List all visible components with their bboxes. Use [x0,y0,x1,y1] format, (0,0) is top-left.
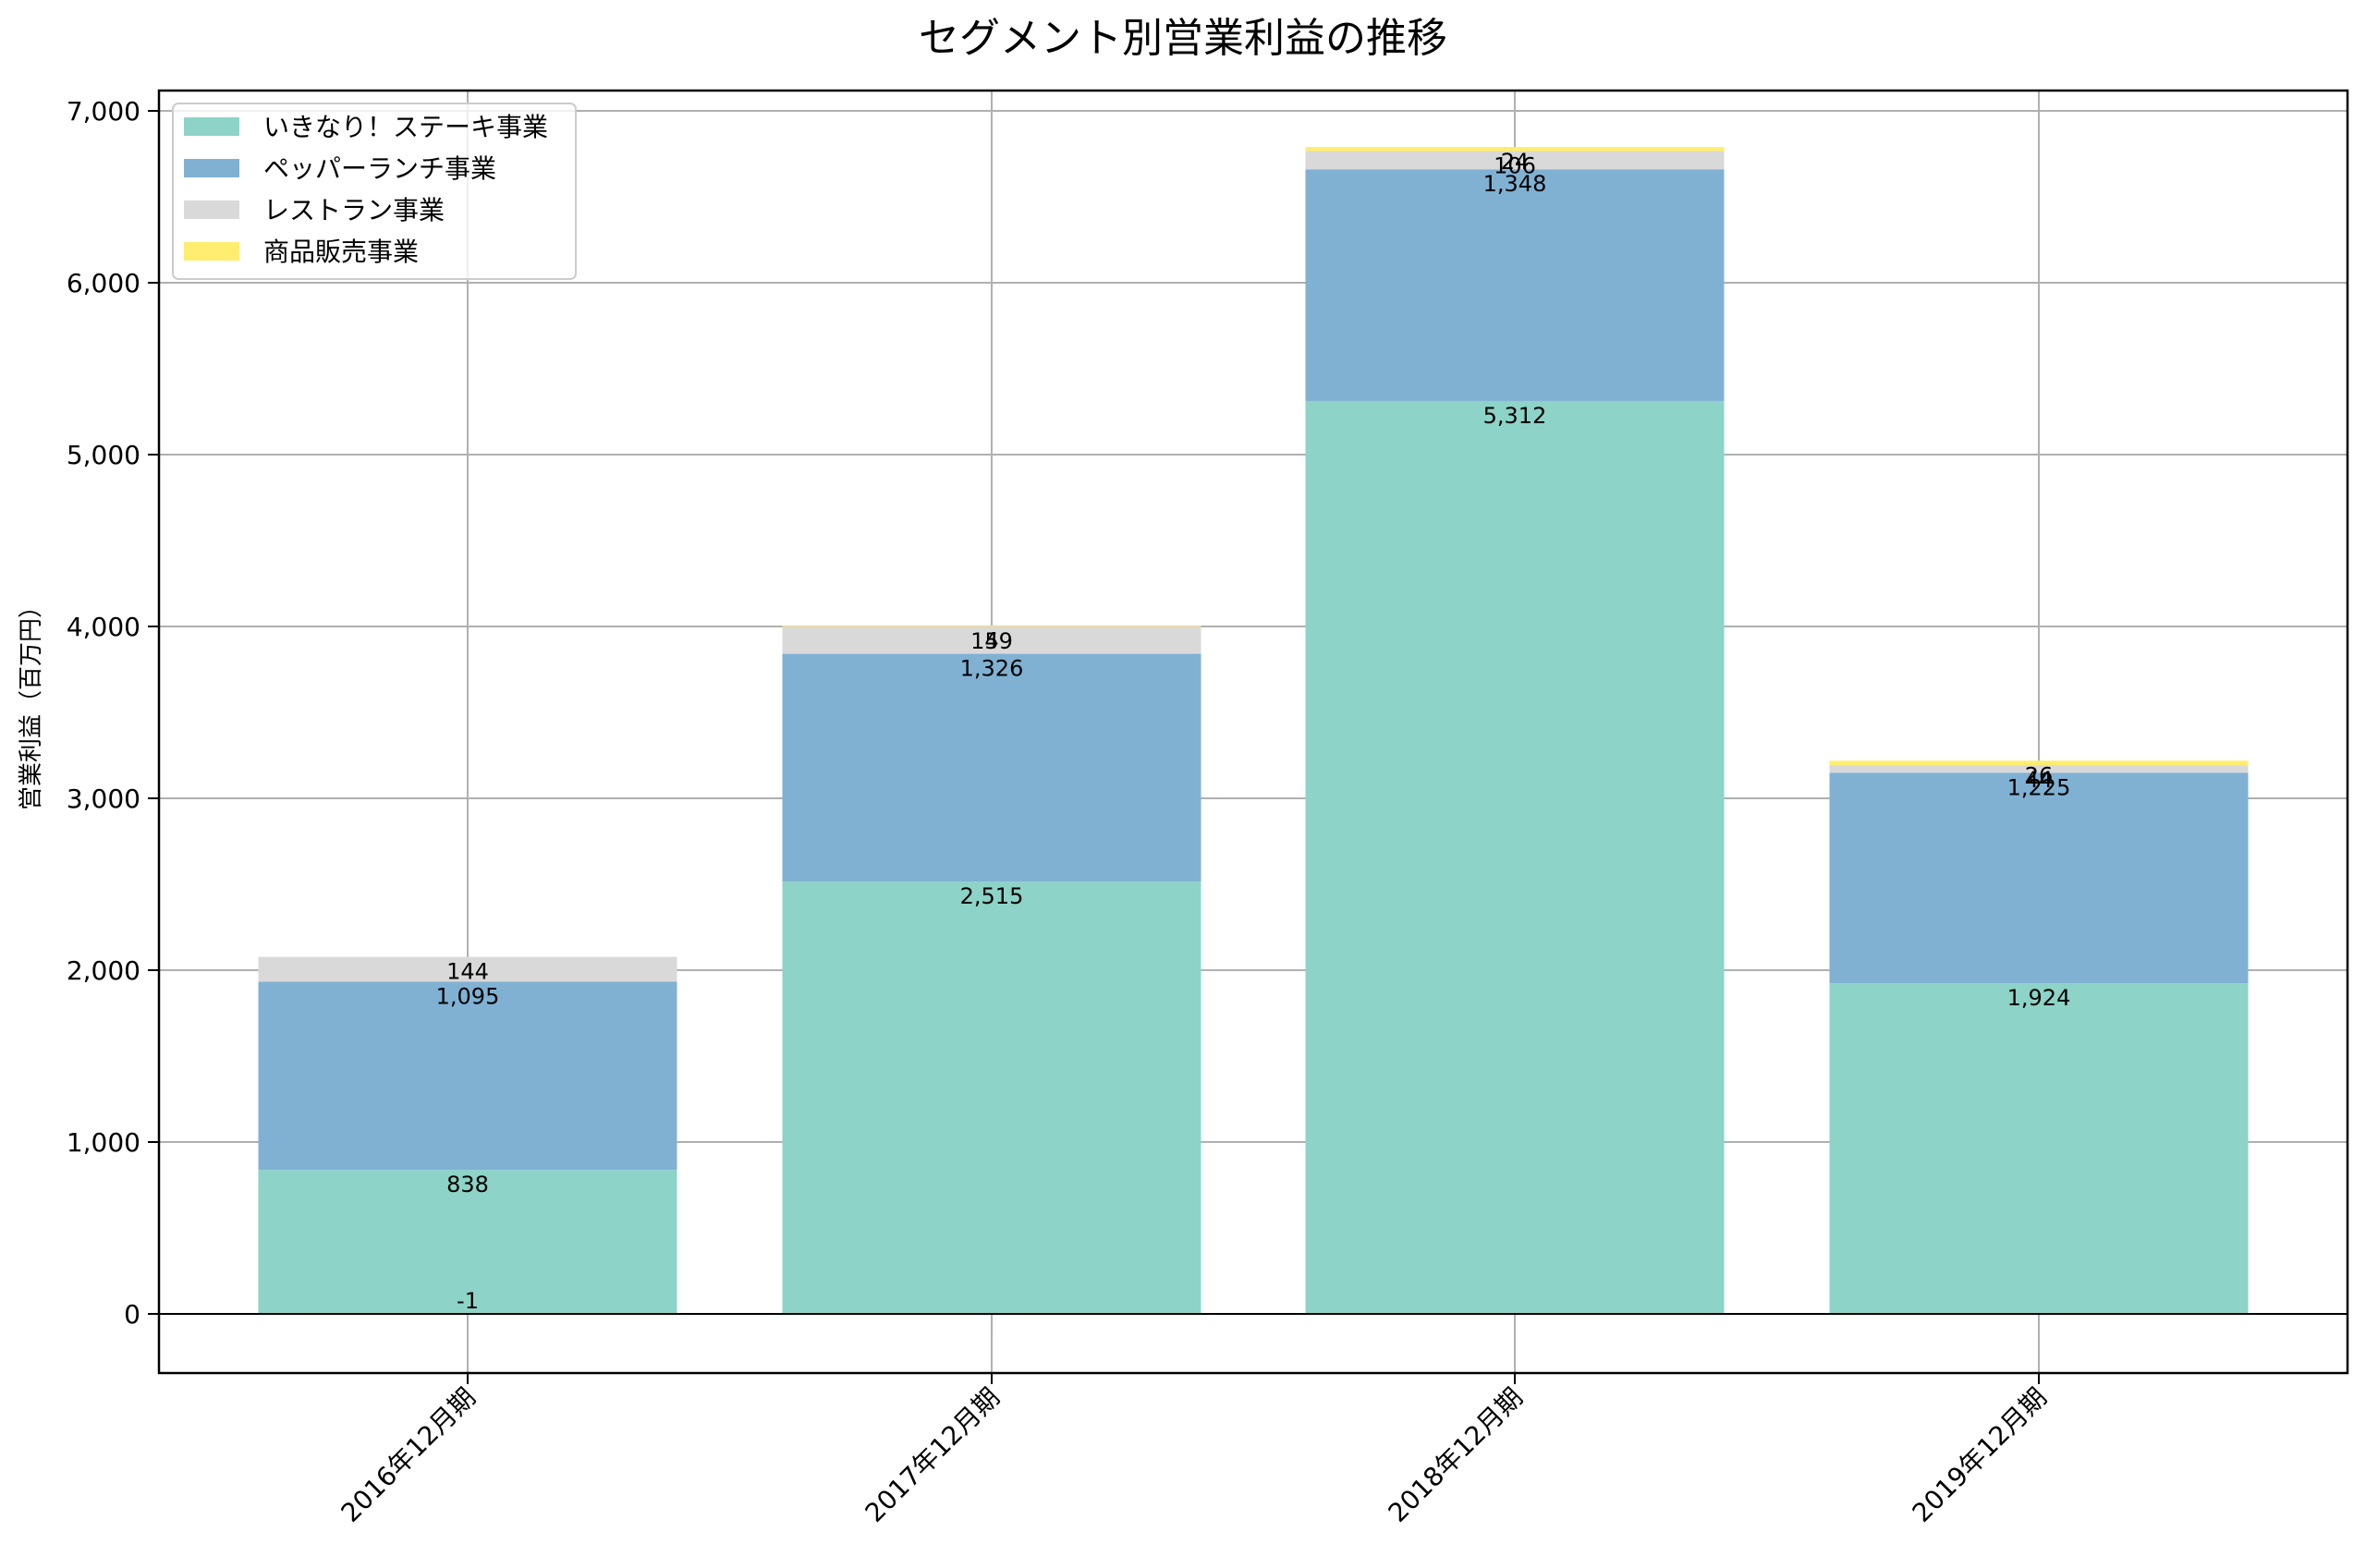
bars [258,147,2249,1315]
legend-label: 商品販売事業 [263,237,419,267]
y-tick-label: 2,000 [67,955,140,986]
legend-box [172,103,577,280]
y-tick-label: 6,000 [67,268,140,298]
bar-value-label: 1,225 [2007,774,2071,800]
x-tick-label: 2017年12月期 [860,1382,1006,1528]
y-axis-label: 営業利益（百万円） [18,594,45,810]
y-tick-label: 7,000 [67,96,140,127]
bar-value-label: -1 [457,1288,479,1314]
legend-label: ペッパーランチ事業 [263,153,496,184]
plot-area-frame [157,89,2349,1375]
bar-segment [1305,147,1725,152]
bar-segment [1305,151,1725,170]
x-axis-ticks: 2016年12月期 2017年12月期 2018年12月期 2019年12月期 [335,1373,2053,1528]
bar-value-label: 1,326 [960,656,1024,682]
y-tick-label: 4,000 [67,612,140,642]
bar-segment [1829,983,2249,1314]
legend-label: いきなり！ステーキ事業 [263,112,548,142]
y-tick-label: 0 [124,1299,140,1330]
bar-value-label: 1,924 [2007,985,2071,1011]
bar-value-label: 159 [970,628,1013,654]
bar-value-label: 106 [1494,153,1536,179]
bar-segment [1305,400,1725,1314]
bar-value-label: 2,515 [960,883,1024,909]
bar-value-label: 5,312 [1483,403,1547,429]
bar-value-label: 144 [446,959,489,985]
bar-value-label: 1,348 [1483,171,1547,197]
bar-segment [1829,772,2249,984]
bar-segment [1305,169,1725,401]
bar-segment [258,1170,677,1314]
y-tick-label: 1,000 [67,1127,140,1158]
x-tick-label: 2018年12月期 [1383,1382,1529,1528]
bar-segment [782,653,1201,882]
y-tick-label: 3,000 [67,784,140,814]
bar-segment [1829,765,2249,773]
bar-value-label: 1,095 [436,983,500,1009]
bar-value-label: 4 [984,627,998,653]
legend-swatch [184,201,239,219]
y-axis-ticks: 0 1,000 2,000 3,000 4,000 5,000 6,000 7,000 [67,96,159,1330]
bar-segment [1829,760,2249,766]
legend-swatch [184,159,239,177]
x-tick-label: 2019年12月期 [1907,1382,2053,1528]
bar-value-label: 26 [2025,762,2054,788]
bar-segment [782,626,1201,654]
bar-value-label: 44 [2025,767,2054,793]
y-tick-label: 5,000 [67,440,140,470]
bar-value-label: 838 [446,1172,489,1197]
bar-value-label: 24 [1501,149,1530,175]
legend-swatch [184,242,239,261]
legend-label: レストラン事業 [263,195,445,225]
legend-swatch [184,117,239,136]
bar-segment [258,956,677,982]
x-tick-label: 2016年12月期 [335,1382,482,1528]
bar-segment [782,881,1201,1314]
bar-segment [258,981,677,1171]
chart-title: セグメント別営業利益の推移 [919,15,1447,62]
